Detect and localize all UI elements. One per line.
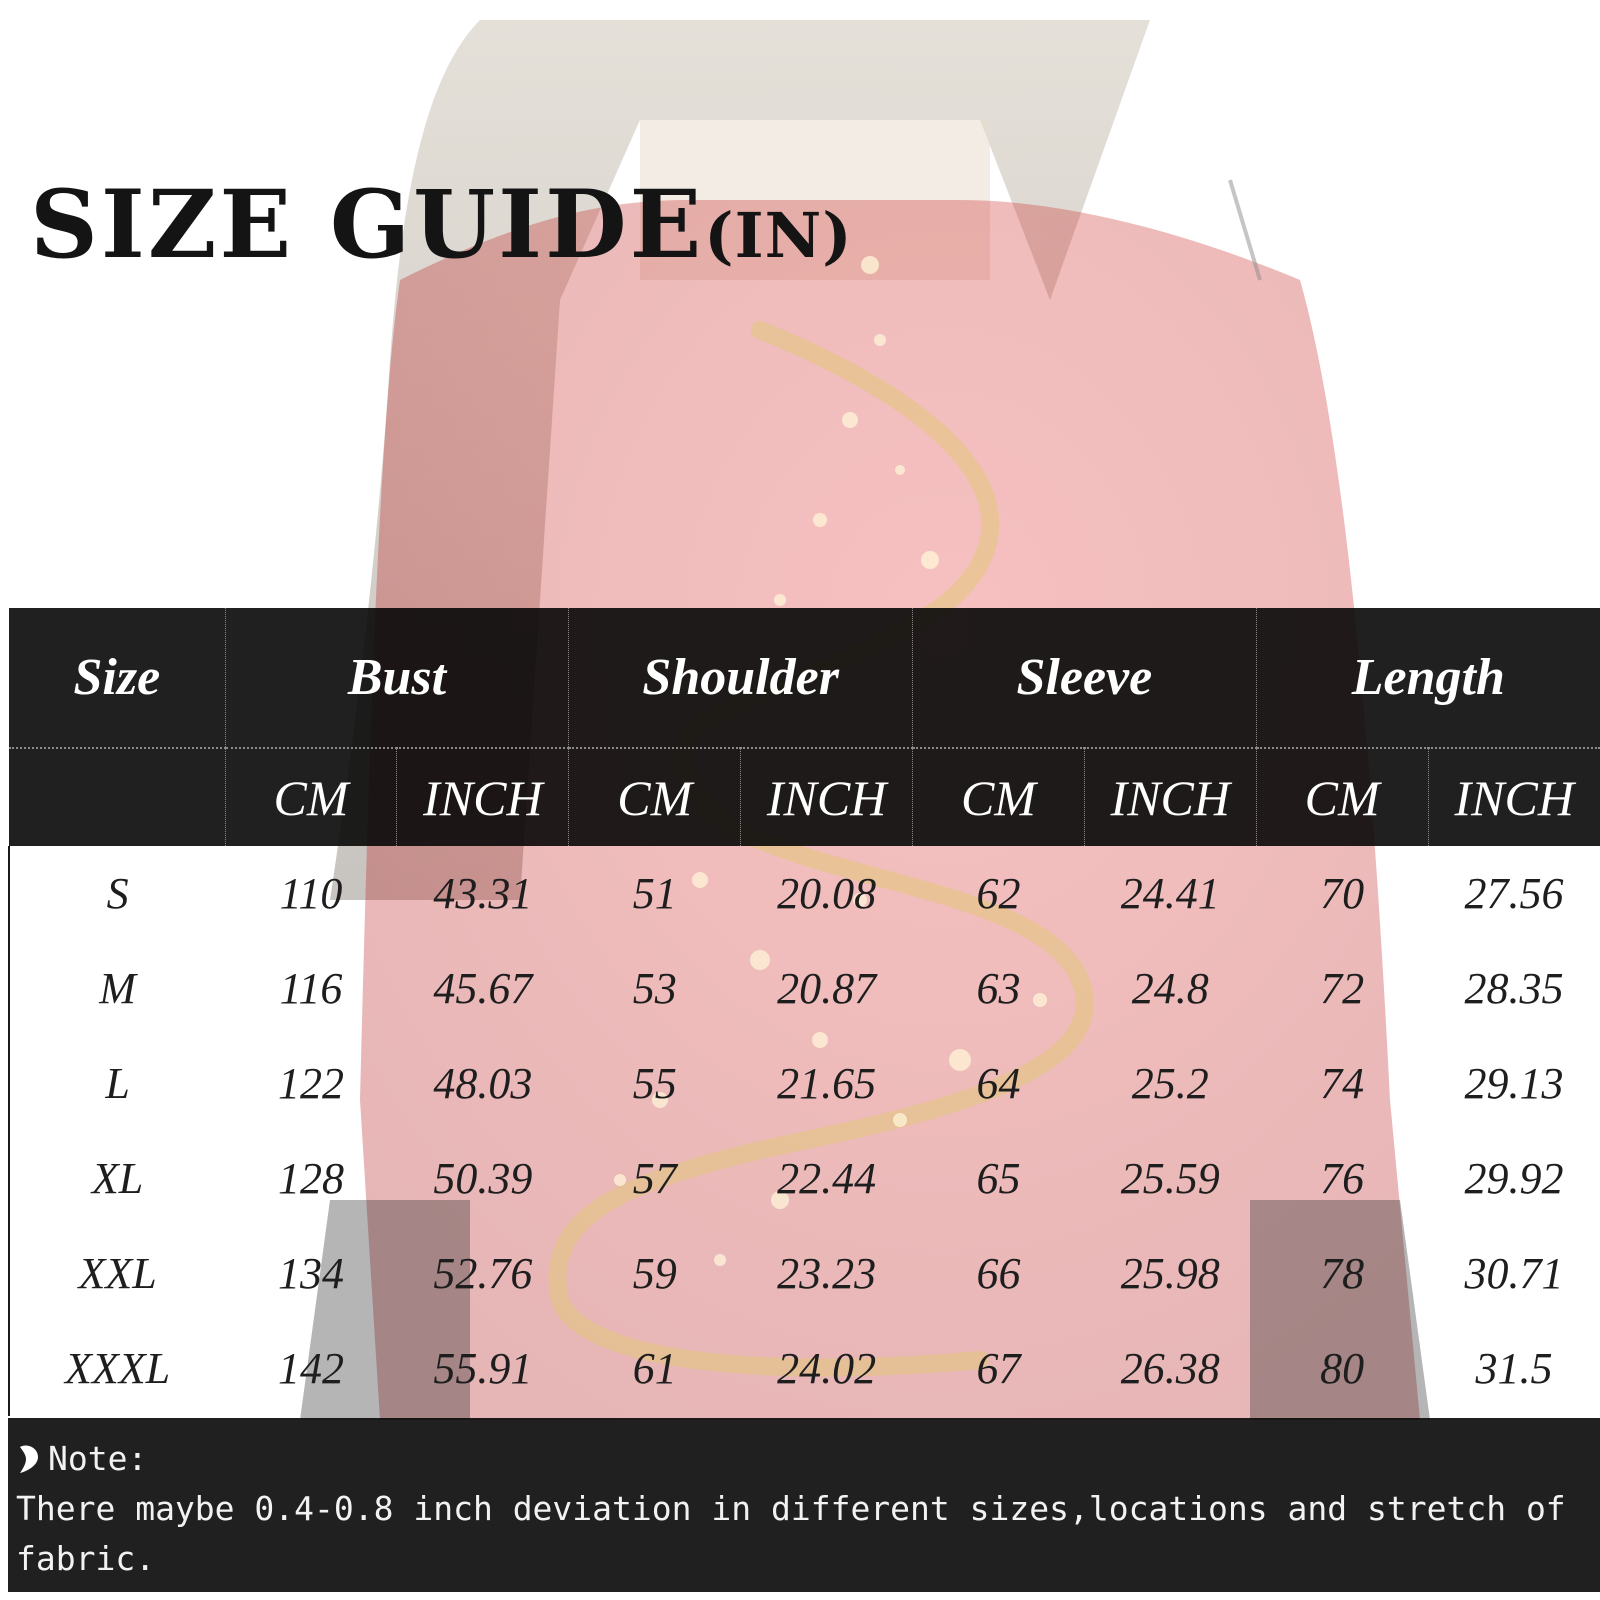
title-unit: (IN) (704, 199, 853, 272)
length-cm: 74 (1320, 1059, 1365, 1108)
bust-inch: 43.31 (433, 869, 533, 918)
shoulder-inch: 21.65 (777, 1059, 877, 1108)
length-inch: 27.56 (1464, 869, 1564, 918)
unit-header-cm: CM (568, 748, 742, 846)
table-row: XXL 134 52.76 59 23.23 66 25.98 78 30.71 (9, 1226, 1600, 1321)
shoulder-cm: 59 (632, 1249, 677, 1298)
bust-inch: 48.03 (433, 1059, 533, 1108)
size-chart-table: Size Bust Shoulder Sleeve Length CM INCH… (8, 608, 1600, 1416)
size-label: S (106, 869, 129, 918)
shoulder-inch: 24.02 (777, 1344, 877, 1393)
size-label: XXXL (65, 1344, 171, 1393)
bust-cm: 128 (278, 1154, 345, 1203)
unit-header-cm: CM (912, 748, 1085, 846)
sleeve-inch: 25.59 (1120, 1154, 1220, 1203)
heart-bullet-icon (20, 1445, 38, 1473)
bust-inch: 50.39 (433, 1154, 533, 1203)
sleeve-inch: 24.8 (1131, 964, 1209, 1013)
shoulder-inch: 20.08 (777, 869, 877, 918)
sleeve-inch: 26.38 (1120, 1344, 1220, 1393)
header-size: Size (9, 608, 226, 749)
length-inch: 28.35 (1464, 964, 1564, 1013)
note-label: Note: (48, 1439, 148, 1478)
bust-cm: 142 (278, 1344, 345, 1393)
sleeve-cm: 63 (976, 964, 1021, 1013)
sleeve-inch: 25.2 (1131, 1059, 1209, 1108)
shoulder-inch: 22.44 (777, 1154, 877, 1203)
length-cm: 80 (1320, 1344, 1365, 1393)
length-inch: 30.71 (1464, 1249, 1564, 1298)
note-box: Note: There maybe 0.4-0.8 inch deviation… (8, 1418, 1600, 1592)
unit-header-inch: INCH (740, 748, 914, 846)
bust-inch: 55.91 (433, 1344, 533, 1393)
sleeve-cm: 67 (976, 1344, 1021, 1393)
length-inch: 31.5 (1475, 1344, 1553, 1393)
header-bust: Bust (225, 608, 570, 749)
length-inch: 29.13 (1464, 1059, 1564, 1108)
unit-header-inch: INCH (396, 748, 570, 846)
length-inch: 29.92 (1464, 1154, 1564, 1203)
sleeve-cm: 65 (976, 1154, 1021, 1203)
bust-cm: 116 (279, 964, 343, 1013)
bust-cm: 110 (279, 869, 343, 918)
shoulder-cm: 57 (632, 1154, 677, 1203)
sleeve-inch: 24.41 (1120, 869, 1220, 918)
page-title: SIZE GUIDE(IN) (30, 178, 853, 272)
size-label: M (99, 964, 136, 1013)
note-text: There maybe 0.4-0.8 inch deviation in di… (16, 1489, 1566, 1578)
unit-header-row: CM INCH CM INCH CM INCH CM INCH (9, 748, 1600, 846)
sleeve-cm: 64 (976, 1059, 1021, 1108)
unit-header-cm: CM (1256, 748, 1429, 846)
size-label: L (105, 1059, 130, 1108)
shoulder-cm: 53 (632, 964, 677, 1013)
unit-header-inch: INCH (1428, 748, 1600, 846)
note-heading: Note: (16, 1434, 1592, 1484)
sleeve-cm: 66 (976, 1249, 1021, 1298)
unit-header-empty (9, 748, 226, 846)
shoulder-cm: 51 (632, 869, 677, 918)
table-row: S 110 43.31 51 20.08 62 24.41 70 27.56 (9, 846, 1600, 941)
header-shoulder: Shoulder (568, 608, 914, 749)
table-row: XL 128 50.39 57 22.44 65 25.59 76 29.92 (9, 1131, 1600, 1226)
size-label: XXL (78, 1249, 157, 1298)
length-cm: 76 (1320, 1154, 1365, 1203)
bust-cm: 122 (278, 1059, 345, 1108)
measurement-header-row: Size Bust Shoulder Sleeve Length (9, 608, 1600, 749)
sleeve-inch: 25.98 (1120, 1249, 1220, 1298)
bust-inch: 45.67 (433, 964, 533, 1013)
unit-header-cm: CM (225, 748, 398, 846)
sleeve-cm: 62 (976, 869, 1021, 918)
bust-inch: 52.76 (433, 1249, 533, 1298)
table-row: XXXL 142 55.91 61 24.02 67 26.38 80 31.5 (9, 1321, 1600, 1416)
table-row: L 122 48.03 55 21.65 64 25.2 74 29.13 (9, 1036, 1600, 1131)
unit-header-inch: INCH (1084, 748, 1257, 846)
size-label: XL (91, 1154, 144, 1203)
shoulder-inch: 20.87 (777, 964, 877, 1013)
shoulder-cm: 61 (632, 1344, 677, 1393)
table-row: M 116 45.67 53 20.87 63 24.8 72 28.35 (9, 941, 1600, 1036)
header-length: Length (1256, 608, 1600, 749)
header-sleeve: Sleeve (912, 608, 1257, 749)
length-cm: 78 (1320, 1249, 1365, 1298)
shoulder-inch: 23.23 (777, 1249, 877, 1298)
bust-cm: 134 (278, 1249, 345, 1298)
length-cm: 70 (1320, 869, 1365, 918)
title-main: SIZE GUIDE (30, 170, 705, 280)
length-cm: 72 (1320, 964, 1365, 1013)
shoulder-cm: 55 (632, 1059, 677, 1108)
